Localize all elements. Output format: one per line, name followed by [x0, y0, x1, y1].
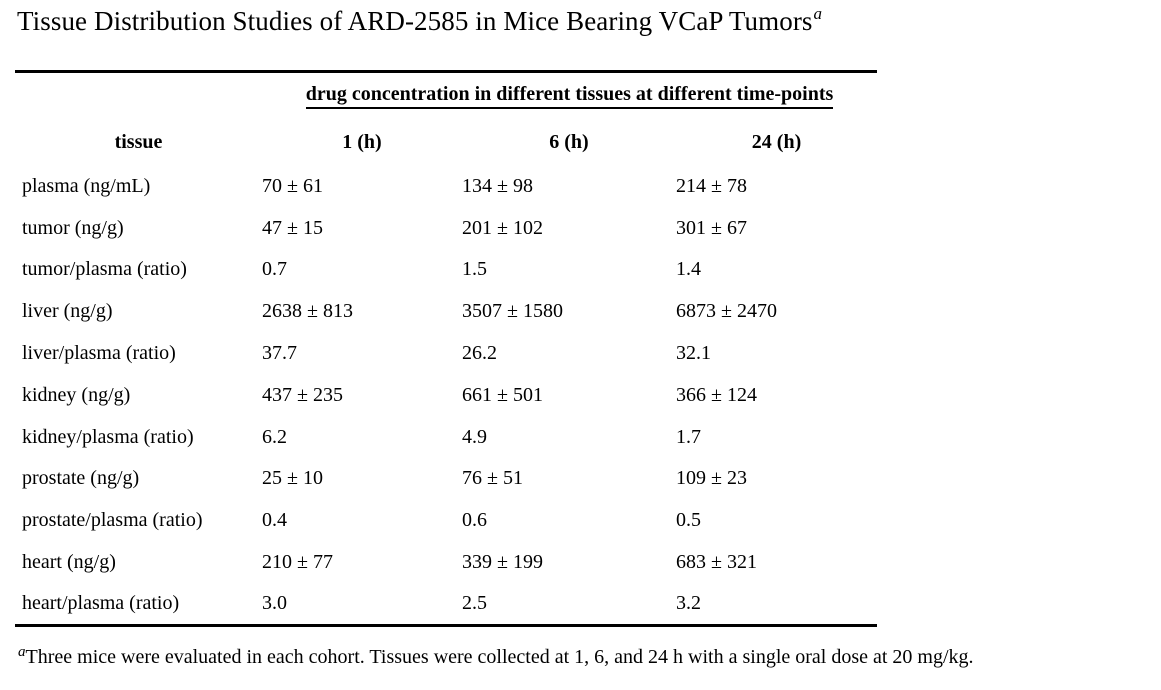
title-footnote-marker: a [813, 4, 823, 23]
spanning-header-spacer [15, 72, 262, 119]
table-row-tumor: tumor (ng/g) 47 ± 15 201 ± 102 301 ± 67 [15, 207, 877, 249]
value-cell-1h: 25 ± 10 [262, 467, 323, 490]
value-cell-6h: 134 ± 98 [462, 174, 533, 197]
column-header-24h: 24 (h) [751, 130, 802, 153]
table-row-prostate: prostate (ng/g) 25 ± 10 76 ± 51 109 ± 23 [15, 458, 877, 500]
tissue-cell: kidney/plasma (ratio) [22, 425, 194, 448]
spanning-header-cell: drug concentration in different tissues … [262, 72, 877, 119]
value-cell-24h: 3.2 [676, 592, 701, 615]
value-cell-1h: 70 ± 61 [262, 174, 323, 197]
table-row-heart: heart (ng/g) 210 ± 77 339 ± 199 683 ± 32… [15, 542, 877, 584]
table-footnote: aThree mice were evaluated in each cohor… [18, 644, 1148, 672]
table-row-kidney: kidney (ng/g) 437 ± 235 661 ± 501 366 ± … [15, 374, 877, 416]
table-row-tumor-plasma-ratio: tumor/plasma (ratio) 0.7 1.5 1.4 [15, 249, 877, 291]
value-cell-6h: 26.2 [462, 342, 497, 365]
spanning-column-header: drug concentration in different tissues … [305, 83, 834, 109]
value-cell-1h: 0.4 [262, 509, 287, 532]
value-cell-6h: 201 ± 102 [462, 216, 543, 239]
value-cell-24h: 32.1 [676, 342, 711, 365]
column-header-1h: 1 (h) [342, 130, 382, 153]
value-cell-24h: 366 ± 124 [676, 383, 757, 406]
tissue-cell: prostate (ng/g) [22, 467, 140, 490]
value-cell-1h: 437 ± 235 [262, 383, 343, 406]
tissue-cell: kidney (ng/g) [22, 383, 131, 406]
tissue-cell: tumor (ng/g) [22, 216, 124, 239]
table-row-plasma: plasma (ng/mL) 70 ± 61 134 ± 98 214 ± 78 [15, 166, 877, 208]
value-cell-6h: 76 ± 51 [462, 467, 523, 490]
table-row-liver-plasma-ratio: liver/plasma (ratio) 37.7 26.2 32.1 [15, 333, 877, 375]
value-cell-1h: 0.7 [262, 258, 287, 281]
tissue-cell: heart (ng/g) [22, 551, 116, 574]
value-cell-6h: 2.5 [462, 592, 487, 615]
value-cell-6h: 4.9 [462, 425, 487, 448]
tissue-cell: liver/plasma (ratio) [22, 342, 176, 365]
value-cell-1h: 6.2 [262, 425, 287, 448]
value-cell-6h: 661 ± 501 [462, 383, 543, 406]
value-cell-6h: 339 ± 199 [462, 551, 543, 574]
tissue-cell: liver (ng/g) [22, 300, 113, 323]
tissue-cell: plasma (ng/mL) [22, 174, 151, 197]
value-cell-6h: 3507 ± 1580 [462, 300, 563, 323]
column-header-tissue: tissue [114, 130, 163, 153]
value-cell-24h: 301 ± 67 [676, 216, 747, 239]
value-cell-1h: 47 ± 15 [262, 216, 323, 239]
value-cell-24h: 214 ± 78 [676, 174, 747, 197]
table-title-text: Tissue Distribution Studies of ARD-2585 … [17, 6, 813, 36]
column-header-row: tissue 1 (h) 6 (h) 24 (h) [15, 119, 877, 166]
table-row-prostate-plasma-ratio: prostate/plasma (ratio) 0.4 0.6 0.5 [15, 500, 877, 542]
value-cell-24h: 109 ± 23 [676, 467, 747, 490]
value-cell-24h: 683 ± 321 [676, 551, 757, 574]
footnote-marker: a [18, 644, 26, 660]
value-cell-1h: 37.7 [262, 342, 297, 365]
value-cell-24h: 1.4 [676, 258, 701, 281]
value-cell-6h: 0.6 [462, 509, 487, 532]
value-cell-24h: 0.5 [676, 509, 701, 532]
tissue-cell: prostate/plasma (ratio) [22, 509, 203, 532]
table-title: Tissue Distribution Studies of ARD-2585 … [17, 4, 823, 37]
table-row-kidney-plasma-ratio: kidney/plasma (ratio) 6.2 4.9 1.7 [15, 416, 877, 458]
tissue-cell: heart/plasma (ratio) [22, 592, 180, 615]
value-cell-24h: 6873 ± 2470 [676, 300, 777, 323]
value-cell-1h: 2638 ± 813 [262, 300, 353, 323]
spanning-header-row: drug concentration in different tissues … [15, 72, 877, 119]
table-row-heart-plasma-ratio: heart/plasma (ratio) 3.0 2.5 3.2 [15, 583, 877, 625]
value-cell-24h: 1.7 [676, 425, 701, 448]
tissue-distribution-table: drug concentration in different tissues … [15, 70, 878, 627]
value-cell-6h: 1.5 [462, 258, 487, 281]
tissue-cell: tumor/plasma (ratio) [22, 258, 187, 281]
footnote-text: Three mice were evaluated in each cohort… [25, 646, 974, 668]
table-row-liver: liver (ng/g) 2638 ± 813 3507 ± 1580 6873… [15, 291, 877, 333]
value-cell-1h: 3.0 [262, 592, 287, 615]
value-cell-1h: 210 ± 77 [262, 551, 333, 574]
column-header-6h: 6 (h) [549, 130, 589, 153]
